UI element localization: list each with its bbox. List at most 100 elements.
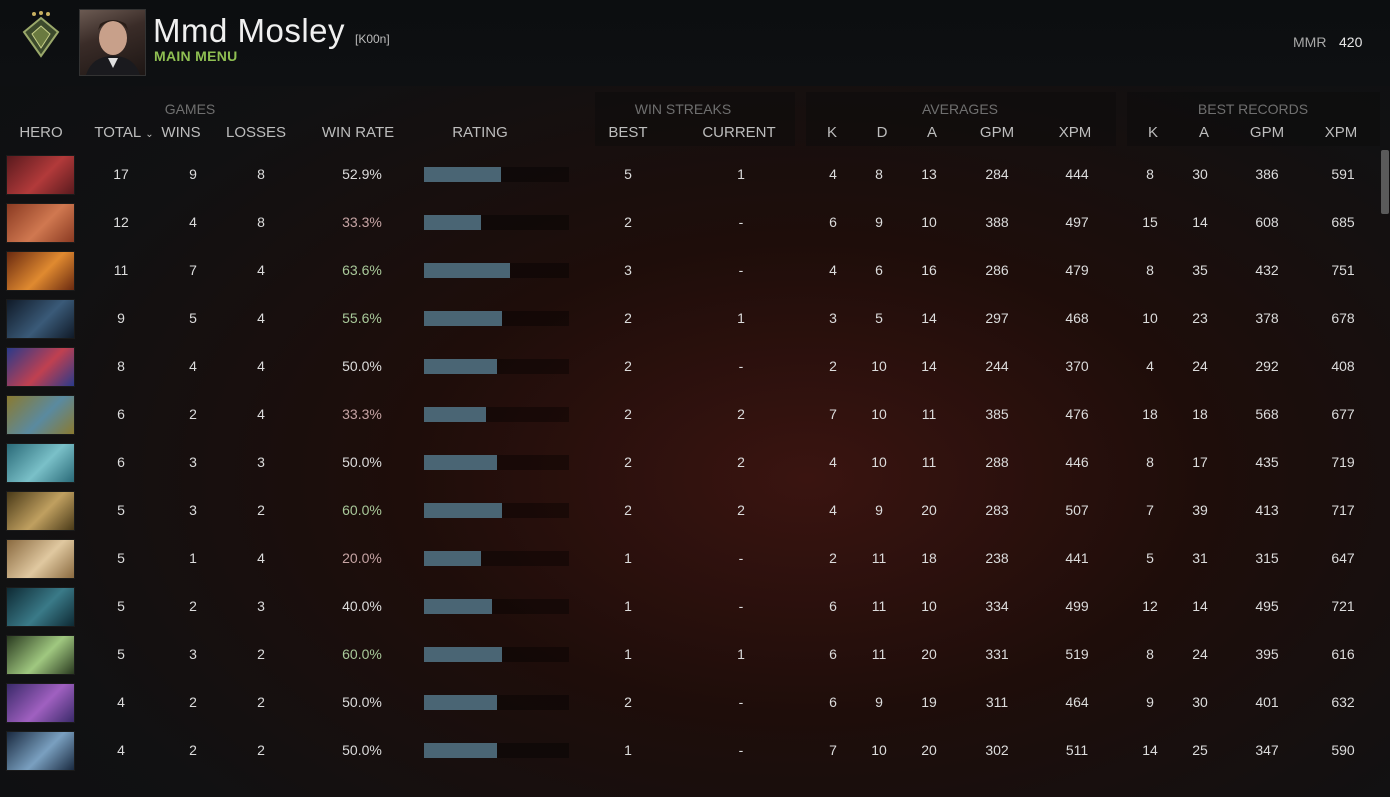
cell-a: 13 (921, 166, 937, 182)
winter-wyvern-icon[interactable] (6, 443, 75, 483)
cell-a: 20 (921, 646, 937, 662)
cell-bk: 4 (1146, 358, 1154, 374)
best-records-panel (1127, 92, 1380, 146)
cell-ws-best: 5 (624, 166, 632, 182)
col-win-rate[interactable]: WIN RATE (321, 124, 395, 141)
table-row[interactable]: 4 2 2 50.0% 2 - 6 9 19 311 464 9 30 401 632 (0, 678, 1380, 726)
col-best-gpm[interactable]: GPM (1249, 124, 1285, 141)
col-rating[interactable]: RATING (452, 124, 508, 141)
cell-wins: 7 (189, 262, 197, 278)
undying-icon[interactable] (6, 635, 75, 675)
cell-ba: 35 (1192, 262, 1208, 278)
cell-gpm: 286 (985, 262, 1009, 278)
cell-ws-best: 2 (624, 454, 632, 470)
table-row[interactable]: 5 2 3 40.0% 1 - 6 11 10 334 499 12 14 495 721 (0, 582, 1380, 630)
sort-desc-icon: ⌄ (145, 129, 154, 140)
keeper-of-the-light-icon[interactable] (6, 539, 75, 579)
cell-bk: 10 (1142, 310, 1158, 326)
col-total-header[interactable]: TOTAL ⌄ (88, 124, 160, 141)
table-row[interactable]: 17 9 8 52.9% 5 1 4 8 13 284 444 8 30 386 591 (0, 150, 1380, 198)
player-avatar[interactable] (79, 9, 146, 76)
cell-ba: 24 (1192, 358, 1208, 374)
cell-ba: 14 (1192, 214, 1208, 230)
cell-d: 11 (871, 550, 887, 566)
cell-total: 6 (117, 406, 125, 422)
table-row[interactable]: 12 4 8 33.3% 2 - 6 9 10 388 497 15 14 608 685 (0, 198, 1380, 246)
table-row[interactable]: 9 5 4 55.6% 2 1 3 5 14 297 468 10 23 378 678 (0, 294, 1380, 342)
col-avg-a[interactable]: A (926, 124, 937, 141)
cell-ba: 25 (1192, 742, 1208, 758)
col-avg-d[interactable]: D (876, 124, 888, 141)
rating-bar-fill (424, 167, 501, 182)
col-best-k[interactable]: K (1147, 124, 1158, 141)
table-row[interactable]: 8 4 4 50.0% 2 - 2 10 14 244 370 4 24 292 408 (0, 342, 1380, 390)
cell-a: 11 (921, 454, 937, 470)
cell-d: 10 (871, 742, 887, 758)
abaddon-icon[interactable] (6, 299, 75, 339)
cell-d: 9 (875, 502, 883, 518)
cell-bk: 18 (1142, 406, 1158, 422)
cell-ba: 14 (1192, 598, 1208, 614)
col-best-a[interactable]: A (1198, 124, 1209, 141)
col-avg-k[interactable]: K (826, 124, 837, 141)
rating-bar (424, 167, 569, 182)
averages-panel (806, 92, 1116, 146)
scrollbar-thumb[interactable] (1381, 150, 1389, 214)
omniknight-icon[interactable] (6, 491, 75, 531)
table-row[interactable]: 5 3 2 60.0% 1 1 6 11 20 331 519 8 24 395 616 (0, 630, 1380, 678)
table-row[interactable]: 5 3 2 60.0% 2 2 4 9 20 283 507 7 39 413 717 (0, 486, 1380, 534)
col-wins[interactable]: WINS (161, 124, 201, 141)
col-best-streak[interactable]: BEST (608, 124, 648, 141)
axe-icon[interactable] (6, 203, 75, 243)
cell-gpm: 334 (985, 598, 1009, 614)
cell-total: 5 (117, 502, 125, 518)
cell-losses: 4 (257, 550, 265, 566)
cell-gpm: 297 (985, 310, 1009, 326)
table-row[interactable]: 5 1 4 20.0% 1 - 2 11 18 238 441 5 31 315 647 (0, 534, 1380, 582)
group-games: GAMES (164, 101, 216, 117)
cell-ba: 39 (1192, 502, 1208, 518)
cell-a: 10 (921, 214, 937, 230)
col-avg-xpm[interactable]: XPM (1058, 124, 1092, 141)
cell-bgpm: 432 (1255, 262, 1279, 278)
mmr-label: MMR (1293, 34, 1327, 50)
ancient-apparition-icon[interactable] (6, 395, 75, 435)
cell-ws-best: 2 (624, 502, 632, 518)
lich-icon[interactable] (6, 731, 75, 771)
col-current-streak[interactable]: CURRENT (702, 124, 776, 141)
player-name: Mmd Mosley (153, 12, 346, 49)
cell-wins: 2 (189, 406, 197, 422)
table-row[interactable]: 6 2 4 33.3% 2 2 7 10 11 385 476 18 18 568 677 (0, 390, 1380, 438)
group-best-records: BEST RECORDS (1197, 101, 1309, 117)
bloodseeker-icon[interactable] (6, 155, 75, 195)
col-best-xpm[interactable]: XPM (1324, 124, 1358, 141)
cell-bxpm: 751 (1331, 262, 1355, 278)
phantom-assassin-icon[interactable] (6, 587, 75, 627)
cell-gpm: 283 (985, 502, 1009, 518)
table-row[interactable]: 11 7 4 63.6% 3 - 4 6 16 286 479 8 35 432 751 (0, 246, 1380, 294)
cell-ba: 23 (1192, 310, 1208, 326)
table-row[interactable]: 4 2 2 50.0% 1 - 7 10 20 302 511 14 25 347 590 (0, 726, 1380, 774)
main-menu-link[interactable]: MAIN MENU (154, 48, 238, 64)
cell-ws-best: 1 (624, 646, 632, 662)
cell-wins: 4 (189, 214, 197, 230)
cell-gpm: 284 (985, 166, 1009, 182)
table-row[interactable]: 6 3 3 50.0% 2 2 4 10 11 288 446 8 17 435 719 (0, 438, 1380, 486)
rating-bar-fill (424, 647, 502, 662)
cell-total: 11 (113, 262, 129, 278)
cell-a: 10 (921, 598, 937, 614)
cell-a: 16 (921, 262, 937, 278)
jakiro-icon[interactable] (6, 251, 75, 291)
cell-bk: 8 (1146, 166, 1154, 182)
cell-gpm: 388 (985, 214, 1009, 230)
cell-a: 18 (921, 550, 937, 566)
avatar-portrait-icon (86, 20, 140, 75)
col-hero[interactable]: HERO (19, 124, 63, 141)
witch-doctor-icon[interactable] (6, 347, 75, 387)
col-avg-gpm[interactable]: GPM (979, 124, 1015, 141)
col-losses[interactable]: LOSSES (225, 124, 287, 141)
group-win-streaks: WIN STREAKS (634, 101, 732, 117)
dazzle-icon[interactable] (6, 683, 75, 723)
cell-d: 11 (871, 598, 887, 614)
cell-k: 6 (829, 694, 837, 710)
